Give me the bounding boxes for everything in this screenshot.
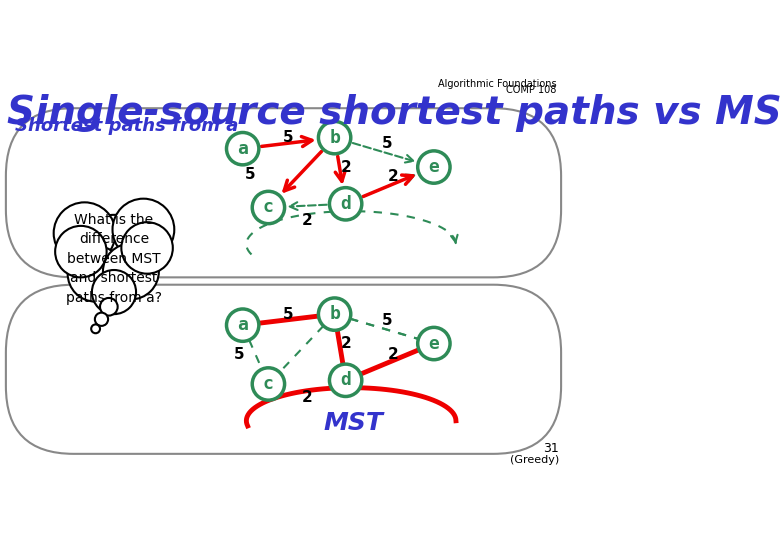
Text: d: d [340, 195, 351, 213]
Circle shape [329, 187, 362, 220]
Circle shape [68, 246, 123, 302]
Text: 31: 31 [543, 442, 559, 455]
Text: Algorithmic Foundations: Algorithmic Foundations [438, 79, 557, 89]
Text: b: b [329, 305, 340, 323]
Circle shape [92, 270, 136, 314]
Circle shape [226, 132, 259, 165]
Circle shape [54, 202, 115, 264]
Text: 5: 5 [283, 130, 293, 145]
Text: e: e [428, 335, 439, 353]
Circle shape [122, 222, 173, 274]
Text: 2: 2 [340, 336, 351, 351]
FancyBboxPatch shape [6, 285, 561, 454]
Text: 5: 5 [245, 167, 255, 182]
FancyBboxPatch shape [6, 108, 561, 278]
Circle shape [91, 325, 100, 333]
Text: c: c [263, 375, 274, 393]
Text: a: a [237, 316, 248, 334]
Text: 2: 2 [301, 390, 312, 404]
Text: MST: MST [323, 411, 383, 435]
Text: 5: 5 [382, 313, 393, 327]
Text: 5: 5 [234, 347, 244, 362]
Text: Shortest paths from a: Shortest paths from a [15, 117, 238, 135]
Text: Single-source shortest paths vs MST: Single-source shortest paths vs MST [7, 93, 780, 132]
Text: 2: 2 [340, 159, 351, 174]
Circle shape [55, 226, 107, 278]
Circle shape [252, 368, 285, 400]
Circle shape [73, 215, 154, 296]
Text: 5: 5 [283, 307, 293, 322]
Text: b: b [329, 129, 340, 147]
Circle shape [418, 151, 450, 183]
Text: a: a [237, 140, 248, 158]
Circle shape [103, 244, 159, 299]
Circle shape [95, 313, 108, 326]
Text: c: c [263, 199, 274, 217]
Text: 5: 5 [382, 136, 393, 151]
Text: 2: 2 [388, 169, 399, 184]
Circle shape [112, 199, 174, 260]
Circle shape [329, 364, 362, 396]
Text: 2: 2 [301, 213, 312, 228]
Circle shape [226, 309, 259, 341]
Text: (Greedy): (Greedy) [509, 455, 559, 465]
Circle shape [318, 122, 351, 154]
Circle shape [100, 298, 118, 315]
Circle shape [318, 298, 351, 330]
Circle shape [252, 191, 285, 224]
Circle shape [418, 327, 450, 360]
Text: e: e [428, 158, 439, 176]
Text: What is the
difference
between MST
and shortest
paths from a?: What is the difference between MST and s… [66, 213, 162, 305]
Text: d: d [340, 372, 351, 389]
Text: 2: 2 [388, 347, 399, 362]
Text: COMP 108: COMP 108 [506, 85, 557, 94]
